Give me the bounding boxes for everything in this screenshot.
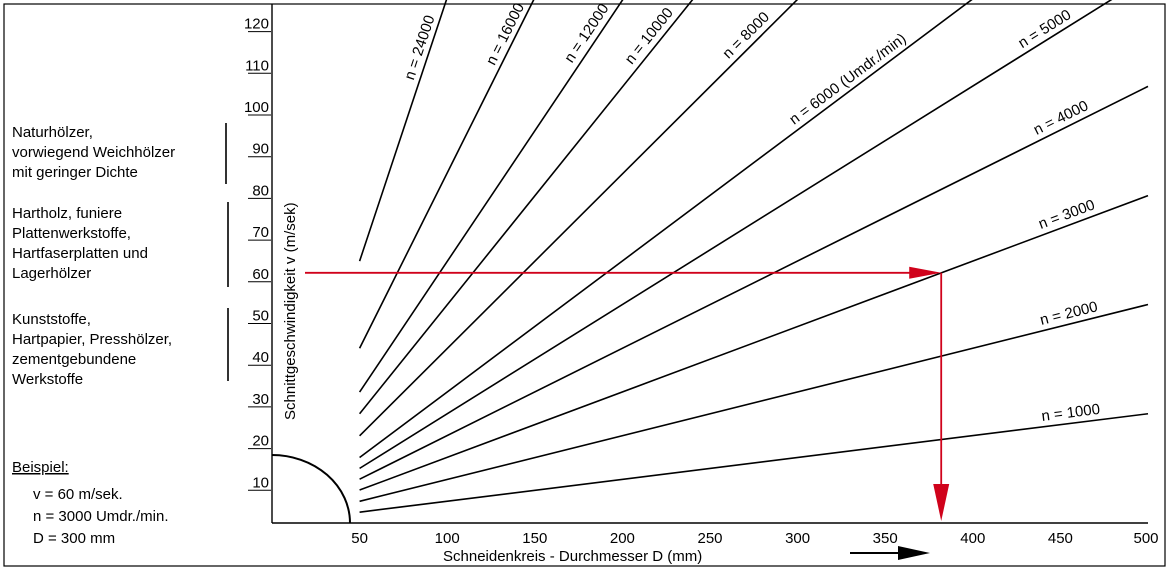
material-hardwood: Hartholz, funiere Plattenwerkstoffe, Har… — [12, 205, 148, 282]
rpm-line-6000 — [359, 0, 973, 459]
material-line: zementgebundene — [12, 351, 136, 368]
y-tick-label: 10 — [252, 474, 269, 491]
example-line: D = 300 mm — [33, 530, 115, 547]
y-tick-label: 90 — [252, 141, 269, 158]
rpm-label-10000: n = 10000 — [622, 5, 677, 68]
rpm-label-24000: n = 24000 — [401, 13, 438, 82]
rpm-label-8000: n = 8000 — [719, 9, 773, 63]
y-tick-label: 120 — [244, 16, 269, 33]
rpm-line-10000 — [358, 0, 694, 415]
material-natural-wood: Naturhölzer, vorwiegend Weichhölzer mit … — [12, 124, 175, 181]
x-tick-label: 300 — [785, 530, 810, 547]
rpm-line-16000 — [358, 0, 535, 349]
cutter-head-arc — [271, 454, 351, 524]
x-ticks: 50 100 150 200 250 300 350 400 450 500 — [351, 530, 1158, 547]
rpm-label-6000: n = 6000 (Umdr./min) — [786, 30, 909, 128]
rpm-line-1000 — [359, 412, 1149, 513]
rpm-line-5000 — [359, 0, 1113, 470]
rpm-line-12000 — [358, 0, 624, 393]
y-ticks: 10 20 30 40 50 60 70 80 90 100 110 120 — [244, 16, 271, 491]
x-tick-label: 150 — [522, 530, 547, 547]
material-line: Hartfaserplatten und — [12, 245, 148, 262]
example-path — [305, 266, 950, 521]
material-line: Lagerhölzer — [12, 265, 91, 282]
y-tick-label: 30 — [252, 391, 269, 408]
x-tick-label: 500 — [1133, 530, 1158, 547]
rpm-lines — [358, 0, 1149, 513]
material-line: Werkstoffe — [12, 371, 83, 388]
material-line: Kunststoffe, — [12, 311, 91, 328]
rpm-line-8000 — [359, 0, 799, 437]
y-tick-label: 60 — [252, 266, 269, 283]
outer-frame — [3, 3, 1166, 567]
material-line: Hartpapier, Presshölzer, — [12, 331, 172, 348]
example-block: Beispiel: v = 60 m/sek. n = 3000 Umdr./m… — [12, 459, 168, 547]
y-tick-label: 80 — [252, 182, 269, 199]
rpm-label-4000: n = 4000 — [1031, 97, 1091, 138]
x-tick-label: 400 — [960, 530, 985, 547]
material-line: mit geringer Dichte — [12, 164, 138, 181]
y-tick-label: 70 — [252, 224, 269, 241]
example-title: Beispiel: — [12, 459, 69, 476]
material-line: Naturhölzer, — [12, 124, 93, 141]
y-tick-label: 40 — [252, 349, 269, 366]
rpm-label-3000: n = 3000 — [1036, 196, 1097, 233]
rpm-line-2000 — [359, 303, 1149, 503]
rpm-line-24000 — [358, 0, 448, 262]
y-tick-label: 100 — [244, 99, 269, 116]
material-line: Plattenwerkstoffe, — [12, 225, 131, 242]
x-tick-label: 50 — [351, 530, 368, 547]
example-arrow-right — [909, 266, 942, 279]
y-tick-label: 20 — [252, 433, 269, 450]
x-tick-label: 250 — [697, 530, 722, 547]
x-tick-label: 450 — [1048, 530, 1073, 547]
y-axis-label: Schnittgeschwindigkeit v (m/sek) — [282, 202, 299, 420]
rpm-line-3000 — [359, 194, 1149, 491]
x-tick-label: 350 — [873, 530, 898, 547]
x-axis-label: Schneidenkreis - Durchmesser D (mm) — [443, 548, 702, 565]
example-line: v = 60 m/sek. — [33, 486, 123, 503]
material-line: Hartholz, funiere — [12, 205, 122, 222]
x-tick-label: 200 — [610, 530, 635, 547]
y-tick-label: 50 — [252, 308, 269, 325]
example-arrow-down — [933, 484, 950, 521]
rpm-line-4000 — [359, 85, 1149, 480]
example-line: n = 3000 Umdr./min. — [33, 508, 168, 525]
material-line: vorwiegend Weichhölzer — [12, 144, 175, 161]
y-tick-label: 110 — [245, 57, 269, 74]
material-plastics: Kunststoffe, Hartpapier, Presshölzer, ze… — [12, 311, 172, 388]
rpm-label-12000: n = 12000 — [561, 1, 612, 66]
x-tick-label: 100 — [435, 530, 460, 547]
x-arrow — [850, 546, 930, 560]
